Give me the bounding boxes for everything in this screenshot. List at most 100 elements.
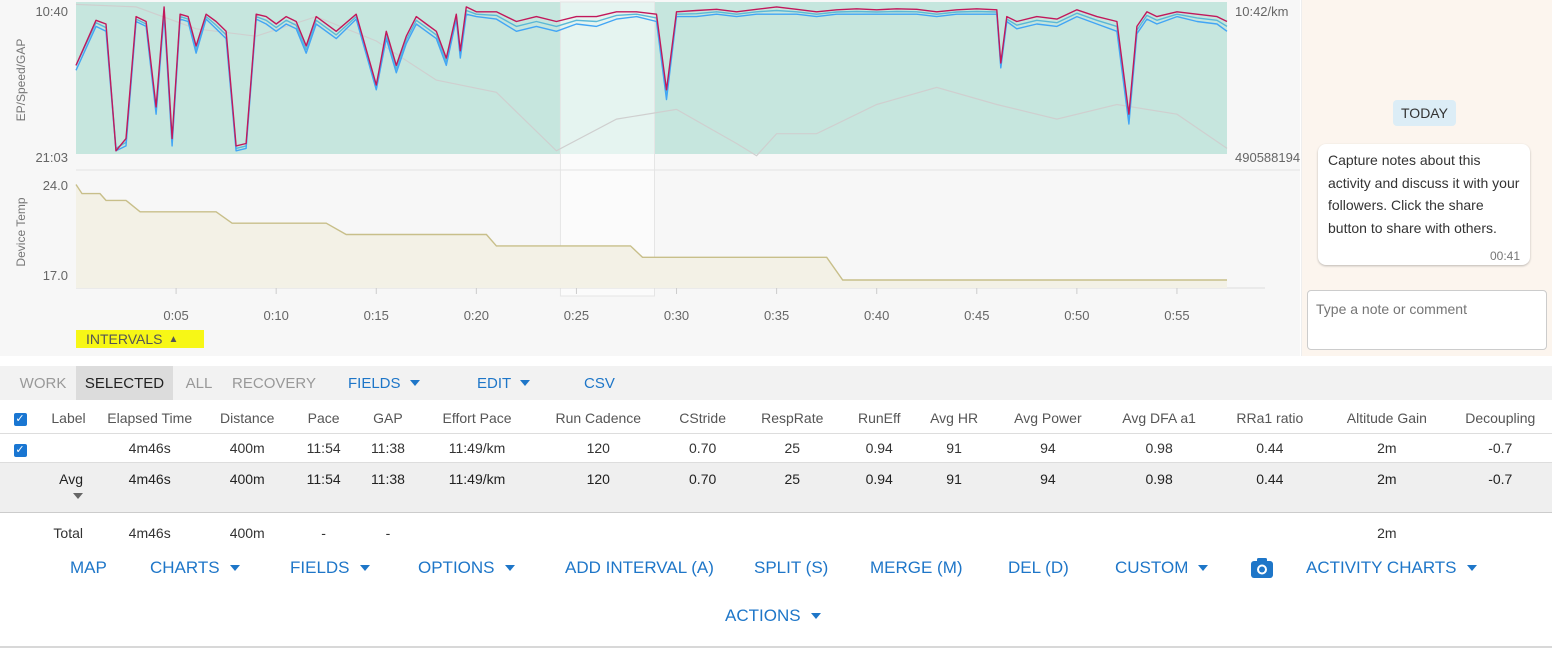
y-tick-bottom-left: 21:03 [35,150,68,165]
col-header[interactable]: GAP [373,409,403,426]
pace-axis-label: EP/Speed/GAP [14,39,28,122]
x-tick-label: 0:40 [864,308,889,323]
charts-dropdown-button[interactable]: CHARTS [150,550,240,586]
col-header[interactable]: RRa1 ratio [1236,409,1304,426]
table-cell: 4m46s [128,525,171,541]
table-cell: 11:54 [292,433,356,463]
intervals-toggle[interactable]: INTERVALS ▲ [76,330,204,348]
avg-selector[interactable]: Avg [0,462,97,513]
activity-chart-area[interactable]: 0:05 0:10 0:15 0:20 0:25 0:30 0:35 0:40 0:45 0:50… [0,0,1300,356]
table-cell: 11:49/km [420,433,534,463]
table-cell [421,513,534,542]
table-cell: 11:49/km [420,462,534,513]
total-label: Total [53,525,83,541]
table-cell: 2m [1325,462,1449,513]
col-header[interactable]: Decoupling [1465,409,1536,426]
add-interval-button[interactable]: ADD INTERVAL (A) [565,558,714,577]
caret-down-icon [1466,565,1477,571]
table-cell [533,513,663,542]
table-header-row: ✓ Label Elapsed Time Distance Pace GAP E… [0,402,1552,434]
col-header[interactable]: Effort Pace [442,409,512,426]
table-cell: 4m46s [96,433,203,463]
col-header[interactable]: RespRate [761,409,824,426]
table-cell: 2m [1325,433,1449,463]
merge-button[interactable]: MERGE (M) [870,558,963,577]
caret-down-icon [359,565,370,571]
col-header[interactable]: Altitude Gain [1346,409,1427,426]
caret-down-icon [504,565,515,571]
check-icon: ✓ [13,443,27,457]
custom-dropdown-button[interactable]: CUSTOM [1115,550,1209,586]
activity-charts-dropdown-button[interactable]: ACTIVITY CHARTS [1306,550,1477,586]
col-header[interactable]: RunEff [857,409,901,426]
col-header[interactable]: Pace [307,409,340,426]
activity-charts-label: ACTIVITY CHARTS [1306,558,1457,577]
temp-tick-bottom: 17.0 [43,268,68,283]
pace-series-line [75,13,1228,152]
col-header[interactable]: CStride [679,409,726,426]
options-dropdown-button[interactable]: OPTIONS [418,550,515,586]
edit-dropdown-button[interactable]: EDIT [477,366,531,400]
table-cell: 0.94 [842,433,917,463]
caret-up-icon: ▲ [168,333,179,345]
action-bar: MAP CHARTS FIELDS OPTIONS ADD INTERVAL (… [0,550,1552,586]
table-cell: 11:38 [355,433,421,463]
split-button[interactable]: SPLIT (S) [754,558,829,577]
table-cell: 0.44 [1214,462,1326,513]
table-cell: 400m [202,462,293,513]
caret-down-icon [72,493,83,499]
x-tick-label: 0:45 [964,308,989,323]
col-header[interactable]: Elapsed Time [107,409,193,426]
y-tick-top-right: 10:42/km [1235,4,1288,19]
activity-chart[interactable]: 0:05 0:10 0:15 0:20 0:25 0:30 0:35 0:40 0:45 0:50… [0,0,1300,356]
col-header[interactable]: Label [51,409,86,426]
note-time: 00:41 [1489,249,1520,263]
delete-button[interactable]: DEL (D) [1008,558,1069,577]
col-header[interactable]: Avg Power [1014,409,1082,426]
table-cell [742,513,842,542]
table-cell [842,513,916,542]
select-all-checkbox[interactable]: ✓ [0,402,40,434]
fields-menu-label: FIELDS [290,558,350,577]
x-tick-label: 0:05 [163,308,188,323]
col-header[interactable]: Avg HR [930,409,979,426]
y-tick-bottom-right: 490588194 [1235,150,1300,165]
caret-down-icon [409,380,420,386]
actions-dropdown-button[interactable]: ACTIONS [725,598,821,634]
col-header[interactable]: Distance [219,409,275,426]
tab-recovery[interactable]: RECOVERY [232,374,316,392]
table-cell: 94 [992,462,1104,513]
x-tick-label: 0:20 [464,308,489,323]
caret-down-icon [229,565,240,571]
table-cell: -0.7 [1448,462,1552,513]
caret-down-icon [810,613,821,619]
col-header[interactable]: Run Cadence [555,409,642,426]
temp-series-line [75,184,1227,281]
csv-button[interactable]: CSV [584,374,615,392]
table-cell [992,513,1104,542]
panel-bottom-edge [0,646,1552,648]
tab-work[interactable]: WORK [19,374,67,392]
table-cell: 120 [533,462,664,513]
table-cell: 91 [916,462,993,513]
table-cell [1104,513,1215,542]
table-cell: 0.94 [842,462,917,513]
check-icon: ✓ [13,413,27,426]
map-button[interactable]: MAP [70,558,107,577]
note-bubble: Capture notes about this activity and di… [1318,144,1530,265]
fields-dropdown-button[interactable]: FIELDS [348,366,420,400]
pace-series-line [75,9,1228,150]
edit-label: EDIT [477,374,512,392]
comment-input[interactable] [1307,290,1547,350]
avg-row: Avg 4m46s 400m 11:54 11:38 11:49/km 120 … [0,462,1552,513]
table-cell: 0.70 [663,462,743,513]
tab-all[interactable]: ALL [185,374,213,392]
x-tick-label: 0:10 [264,308,289,323]
fields-menu-button[interactable]: FIELDS [290,550,370,586]
table-row[interactable]: ✓ 4m46s 400m 11:54 11:38 11:49/km 120 0.… [0,433,1552,463]
tab-selected[interactable]: SELECTED [76,366,173,400]
camera-button[interactable] [1250,550,1274,586]
row-checkbox[interactable]: ✓ [0,433,41,463]
table-cell: 11:38 [355,462,421,513]
col-header[interactable]: Avg DFA a1 [1122,409,1196,426]
